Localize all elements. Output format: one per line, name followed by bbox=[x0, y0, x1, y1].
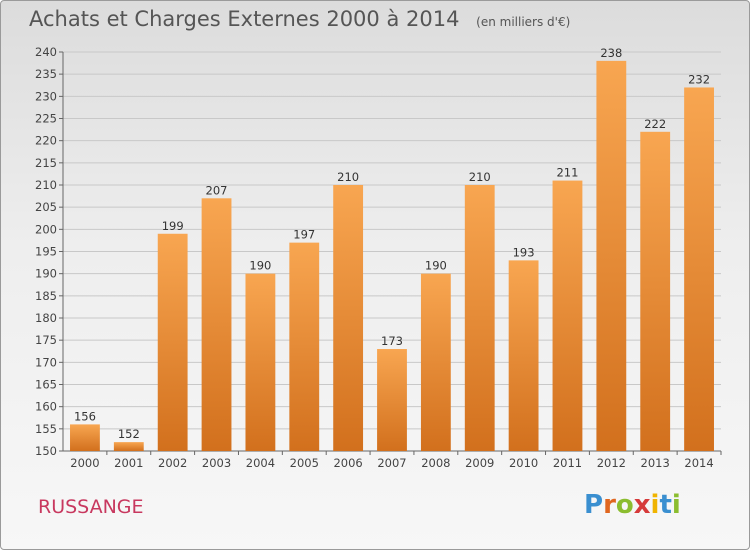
commune-name: RUSSANGE bbox=[38, 496, 144, 518]
x-tick-label: 2010 bbox=[509, 456, 538, 470]
y-tick-label: 225 bbox=[35, 112, 57, 126]
bar-value-label: 197 bbox=[293, 228, 315, 242]
y-tick-label: 175 bbox=[35, 333, 57, 347]
y-tick-label: 150 bbox=[35, 444, 57, 458]
bar bbox=[201, 198, 232, 451]
logo-letter: i bbox=[650, 490, 660, 520]
bar-value-label: 199 bbox=[162, 219, 184, 233]
logo-letter: r bbox=[603, 490, 616, 520]
y-tick-label: 230 bbox=[35, 89, 57, 103]
logo-letter: o bbox=[615, 490, 634, 520]
bar bbox=[684, 87, 714, 451]
y-tick-label: 240 bbox=[35, 45, 57, 59]
logo-letter: t bbox=[659, 490, 672, 520]
bar bbox=[420, 273, 451, 451]
y-tick-label: 190 bbox=[35, 267, 57, 281]
bar bbox=[508, 260, 539, 451]
chart-title: Achats et Charges Externes 2000 à 2014 (… bbox=[29, 7, 570, 31]
x-tick-label: 2011 bbox=[553, 456, 582, 470]
bar bbox=[377, 349, 407, 451]
bar-value-label: 211 bbox=[556, 166, 578, 180]
bar-value-label: 207 bbox=[206, 183, 228, 197]
bar bbox=[289, 242, 320, 451]
bar bbox=[333, 185, 364, 451]
bar-value-label: 173 bbox=[381, 334, 403, 348]
y-tick-label: 210 bbox=[35, 178, 57, 192]
bar bbox=[640, 131, 671, 452]
y-tick-label: 165 bbox=[35, 378, 57, 392]
x-tick-label: 2008 bbox=[421, 456, 450, 470]
bars bbox=[70, 60, 714, 452]
y-tick-label: 235 bbox=[35, 67, 57, 81]
y-tick-label: 200 bbox=[35, 222, 57, 236]
x-tick-label: 2009 bbox=[465, 456, 494, 470]
x-tick-label: 2004 bbox=[246, 456, 275, 470]
labels: 150 155 160 165 170 175 180 185 190 195 200 205 210 2… bbox=[35, 45, 714, 470]
x-tick-label: 2006 bbox=[333, 456, 362, 470]
x-tick-label: 2007 bbox=[377, 456, 406, 470]
x-tick-label: 2005 bbox=[290, 456, 319, 470]
x-tick-label: 2000 bbox=[70, 456, 99, 470]
bar bbox=[464, 185, 495, 451]
x-tick-label: 2014 bbox=[684, 456, 713, 470]
bar bbox=[596, 60, 627, 451]
x-tick-label: 2013 bbox=[641, 456, 670, 470]
y-tick-label: 170 bbox=[35, 355, 57, 369]
bar-value-label: 190 bbox=[425, 259, 447, 273]
chart-subtitle: (en milliers d'€) bbox=[476, 15, 571, 29]
y-tick-label: 185 bbox=[35, 289, 57, 303]
bar-value-label: 190 bbox=[249, 259, 271, 273]
logo-letter: P bbox=[584, 490, 604, 520]
proxiti-logo[interactable]: Proxiti bbox=[584, 490, 681, 520]
bar bbox=[113, 442, 144, 451]
bar-value-label: 222 bbox=[644, 117, 666, 131]
y-tick-label: 160 bbox=[35, 400, 57, 414]
y-tick-label: 215 bbox=[35, 156, 57, 170]
x-tick-label: 2003 bbox=[202, 456, 231, 470]
y-tick-label: 205 bbox=[35, 200, 57, 214]
y-tick-label: 180 bbox=[35, 311, 57, 325]
x-tick-label: 2002 bbox=[158, 456, 187, 470]
bar-value-label: 232 bbox=[688, 72, 710, 86]
logo-letter: x bbox=[633, 490, 651, 520]
x-tick-label: 2012 bbox=[597, 456, 626, 470]
y-tick-label: 155 bbox=[35, 422, 57, 436]
logo-letter: i bbox=[671, 490, 681, 520]
bar-value-label: 156 bbox=[74, 409, 96, 423]
y-tick-label: 220 bbox=[35, 134, 57, 148]
bar bbox=[70, 424, 100, 451]
bar-value-label: 210 bbox=[469, 170, 491, 184]
bar bbox=[157, 233, 188, 451]
bar-value-label: 193 bbox=[513, 245, 535, 259]
x-tick-label: 2001 bbox=[114, 456, 143, 470]
bar bbox=[552, 180, 583, 452]
bar-value-label: 152 bbox=[118, 427, 140, 441]
y-tick-label: 195 bbox=[35, 245, 57, 259]
bar-value-label: 238 bbox=[600, 46, 622, 60]
chart-title-text: Achats et Charges Externes 2000 à 2014 bbox=[29, 7, 460, 31]
bar-value-label: 210 bbox=[337, 170, 359, 184]
bar bbox=[245, 273, 276, 451]
